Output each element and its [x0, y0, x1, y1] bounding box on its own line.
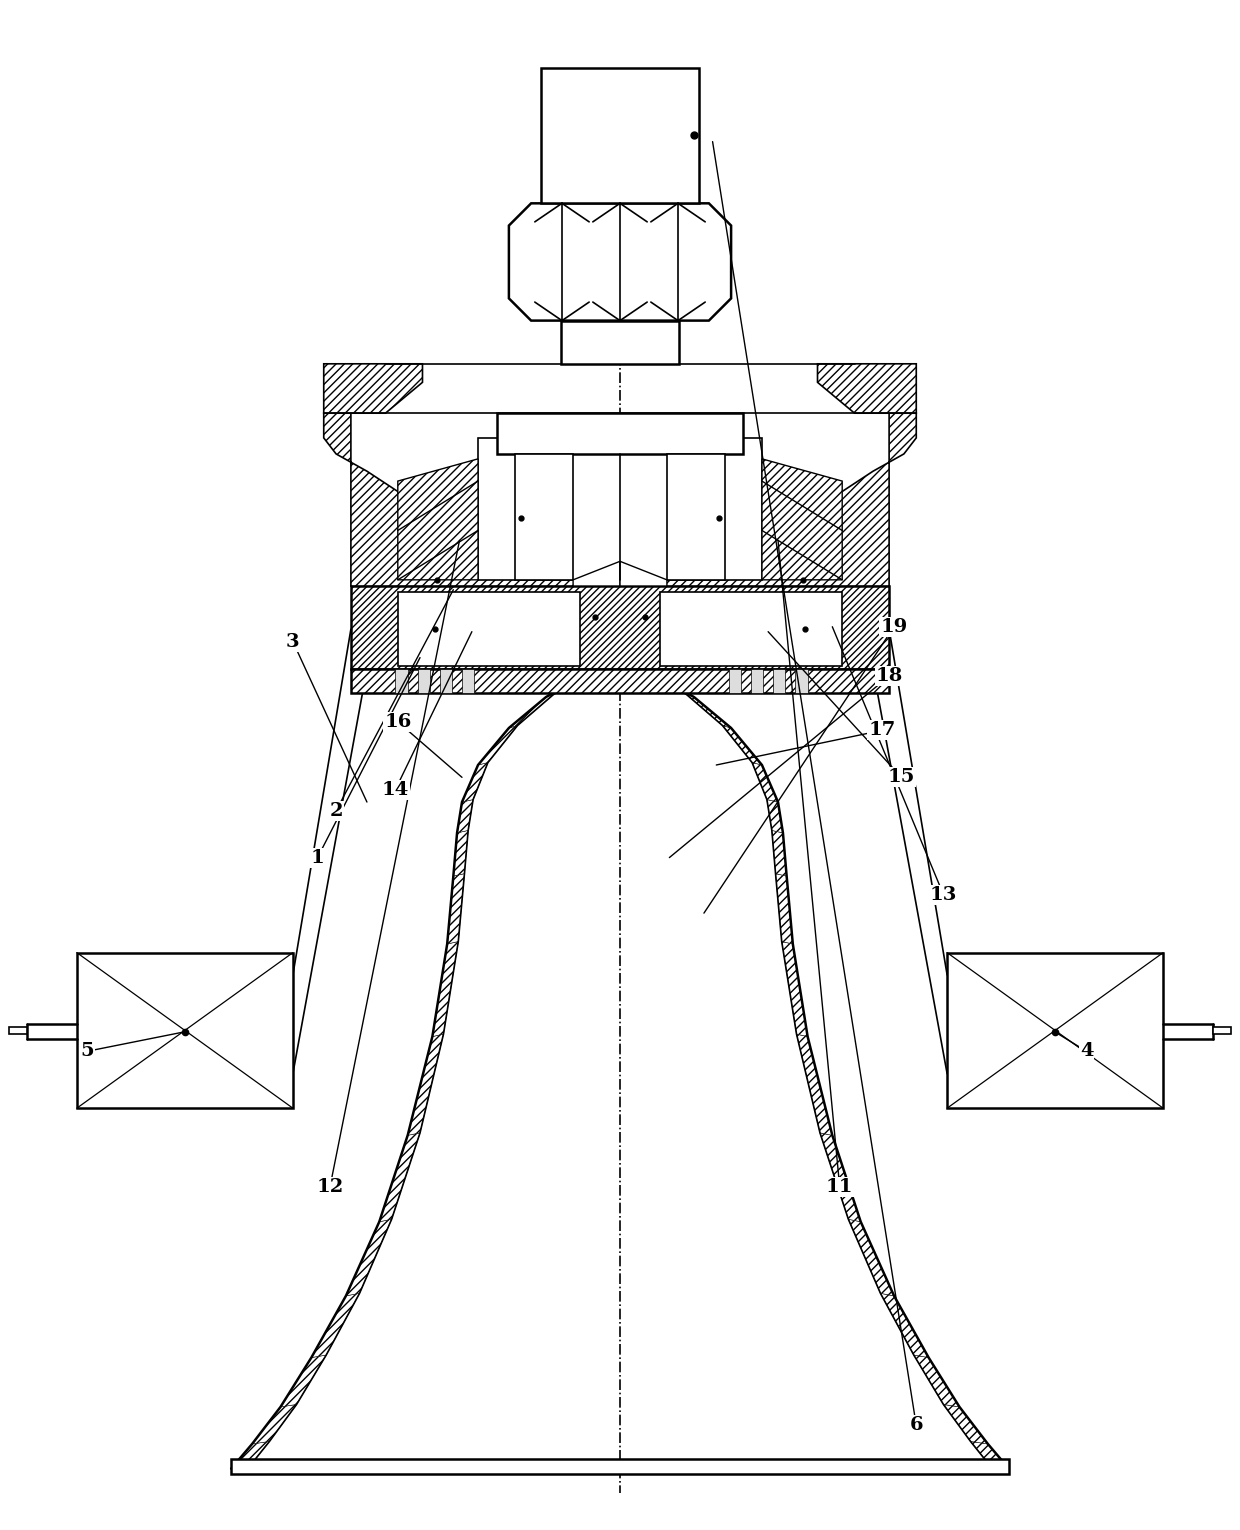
Polygon shape [775, 874, 792, 944]
Polygon shape [971, 1441, 1009, 1469]
Text: 11: 11 [826, 1178, 853, 1196]
Polygon shape [687, 695, 732, 728]
Polygon shape [311, 1293, 360, 1357]
Polygon shape [379, 1132, 420, 1222]
Polygon shape [448, 874, 465, 944]
Polygon shape [660, 413, 916, 586]
Polygon shape [463, 669, 475, 693]
Polygon shape [655, 675, 694, 698]
Polygon shape [9, 1027, 27, 1034]
Polygon shape [351, 669, 889, 693]
Text: 14: 14 [382, 780, 409, 799]
Polygon shape [463, 762, 487, 802]
Text: 4: 4 [1080, 1042, 1094, 1060]
Polygon shape [231, 1458, 1009, 1473]
Polygon shape [396, 669, 408, 693]
Polygon shape [440, 669, 453, 693]
Polygon shape [560, 321, 680, 364]
Polygon shape [773, 669, 785, 693]
Text: 5: 5 [79, 1042, 93, 1060]
Text: 15: 15 [888, 768, 915, 786]
Polygon shape [508, 203, 732, 321]
Polygon shape [947, 953, 1163, 1108]
Polygon shape [729, 669, 742, 693]
Text: 16: 16 [384, 713, 412, 731]
Polygon shape [280, 1356, 326, 1408]
Text: 17: 17 [868, 722, 895, 739]
Polygon shape [761, 459, 842, 580]
Polygon shape [541, 67, 699, 203]
Polygon shape [231, 1441, 269, 1469]
Polygon shape [771, 831, 786, 877]
Polygon shape [324, 364, 423, 413]
Polygon shape [753, 762, 777, 802]
Polygon shape [660, 592, 842, 666]
Text: 19: 19 [880, 618, 908, 636]
Polygon shape [479, 725, 517, 765]
Polygon shape [508, 695, 553, 728]
Polygon shape [944, 1405, 988, 1444]
Polygon shape [346, 1219, 392, 1296]
Polygon shape [667, 454, 725, 580]
Polygon shape [458, 800, 474, 832]
Polygon shape [252, 1405, 296, 1444]
Polygon shape [324, 413, 580, 586]
Polygon shape [454, 831, 469, 877]
Polygon shape [479, 438, 761, 580]
Text: 3: 3 [286, 632, 300, 650]
Polygon shape [77, 953, 293, 1108]
Polygon shape [351, 586, 889, 669]
Text: 18: 18 [875, 667, 903, 685]
Polygon shape [515, 454, 573, 580]
Text: 1: 1 [311, 849, 325, 866]
Polygon shape [398, 592, 580, 666]
Text: 6: 6 [909, 1417, 923, 1435]
Polygon shape [496, 413, 744, 454]
Polygon shape [398, 459, 479, 580]
Polygon shape [766, 800, 782, 832]
Polygon shape [820, 1132, 861, 1222]
Polygon shape [914, 1356, 960, 1408]
Polygon shape [848, 1219, 894, 1296]
Polygon shape [1213, 1027, 1231, 1034]
Polygon shape [723, 725, 761, 765]
Polygon shape [433, 941, 459, 1037]
Polygon shape [408, 1034, 444, 1135]
Polygon shape [546, 675, 585, 698]
Polygon shape [795, 669, 807, 693]
Polygon shape [796, 1034, 832, 1135]
Polygon shape [751, 669, 763, 693]
Text: 13: 13 [930, 886, 957, 904]
Polygon shape [817, 364, 916, 413]
Polygon shape [880, 1293, 929, 1357]
Polygon shape [620, 562, 667, 586]
Text: 2: 2 [330, 802, 342, 820]
Polygon shape [781, 941, 807, 1037]
Text: 12: 12 [316, 1178, 343, 1196]
Polygon shape [418, 669, 430, 693]
Polygon shape [573, 562, 620, 586]
